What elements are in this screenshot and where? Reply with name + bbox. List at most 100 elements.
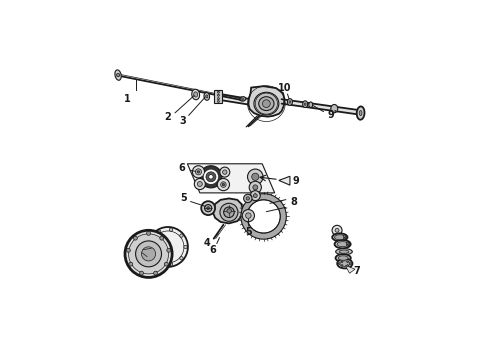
Circle shape bbox=[217, 179, 229, 191]
Ellipse shape bbox=[343, 237, 345, 240]
Ellipse shape bbox=[335, 240, 351, 248]
Polygon shape bbox=[213, 198, 243, 223]
Circle shape bbox=[150, 239, 153, 243]
Circle shape bbox=[136, 241, 162, 267]
Text: 9': 9' bbox=[327, 110, 337, 120]
Text: 7: 7 bbox=[353, 266, 360, 276]
Wedge shape bbox=[241, 194, 286, 239]
Circle shape bbox=[196, 169, 201, 175]
Circle shape bbox=[157, 230, 161, 233]
Circle shape bbox=[245, 213, 251, 219]
Circle shape bbox=[129, 262, 133, 266]
Circle shape bbox=[209, 175, 213, 179]
Circle shape bbox=[339, 263, 340, 264]
Polygon shape bbox=[282, 99, 356, 114]
Text: 4: 4 bbox=[204, 238, 211, 248]
Ellipse shape bbox=[347, 243, 349, 245]
Circle shape bbox=[157, 261, 161, 264]
Ellipse shape bbox=[289, 101, 291, 103]
Circle shape bbox=[140, 271, 144, 275]
Ellipse shape bbox=[335, 235, 345, 240]
Circle shape bbox=[148, 227, 188, 267]
Circle shape bbox=[128, 234, 169, 274]
Circle shape bbox=[250, 191, 260, 201]
Ellipse shape bbox=[218, 94, 220, 96]
Circle shape bbox=[227, 209, 231, 213]
Ellipse shape bbox=[357, 107, 365, 120]
Polygon shape bbox=[248, 86, 284, 117]
Ellipse shape bbox=[244, 194, 252, 203]
Text: 2: 2 bbox=[165, 112, 172, 122]
Circle shape bbox=[204, 204, 212, 212]
Ellipse shape bbox=[240, 97, 246, 101]
Circle shape bbox=[197, 171, 199, 173]
Circle shape bbox=[242, 210, 254, 222]
Circle shape bbox=[197, 181, 202, 186]
Ellipse shape bbox=[346, 244, 348, 246]
Text: 8: 8 bbox=[291, 197, 297, 207]
Circle shape bbox=[335, 228, 339, 232]
Text: 9: 9 bbox=[293, 176, 299, 186]
Circle shape bbox=[117, 73, 120, 77]
Ellipse shape bbox=[332, 233, 347, 241]
Ellipse shape bbox=[347, 243, 349, 246]
Ellipse shape bbox=[223, 207, 234, 217]
Circle shape bbox=[167, 248, 171, 252]
Circle shape bbox=[142, 247, 156, 261]
Circle shape bbox=[195, 179, 205, 190]
Polygon shape bbox=[279, 176, 290, 185]
Circle shape bbox=[180, 257, 183, 260]
Ellipse shape bbox=[218, 100, 220, 102]
Ellipse shape bbox=[206, 95, 208, 98]
Circle shape bbox=[341, 261, 343, 262]
Circle shape bbox=[125, 230, 172, 278]
Ellipse shape bbox=[204, 93, 210, 100]
Ellipse shape bbox=[331, 104, 338, 113]
Circle shape bbox=[347, 265, 348, 266]
Polygon shape bbox=[215, 93, 264, 107]
Circle shape bbox=[220, 182, 226, 187]
Ellipse shape bbox=[218, 91, 220, 93]
Ellipse shape bbox=[218, 98, 220, 100]
Ellipse shape bbox=[304, 103, 306, 105]
Ellipse shape bbox=[336, 254, 351, 262]
Ellipse shape bbox=[346, 242, 348, 244]
Ellipse shape bbox=[359, 111, 362, 116]
Circle shape bbox=[347, 261, 348, 262]
Text: 6: 6 bbox=[178, 163, 185, 174]
Circle shape bbox=[332, 225, 342, 235]
Polygon shape bbox=[187, 164, 275, 193]
Circle shape bbox=[164, 262, 168, 266]
Circle shape bbox=[154, 271, 157, 275]
Circle shape bbox=[341, 265, 343, 266]
Text: 5: 5 bbox=[180, 193, 187, 203]
Circle shape bbox=[184, 245, 187, 249]
Ellipse shape bbox=[339, 250, 349, 253]
Ellipse shape bbox=[288, 99, 293, 105]
Ellipse shape bbox=[337, 242, 348, 247]
Ellipse shape bbox=[303, 101, 308, 108]
Circle shape bbox=[147, 231, 150, 235]
Circle shape bbox=[222, 170, 227, 174]
Ellipse shape bbox=[259, 97, 274, 111]
Text: 10: 10 bbox=[278, 83, 291, 93]
Circle shape bbox=[180, 234, 183, 237]
Circle shape bbox=[150, 251, 153, 255]
Ellipse shape bbox=[254, 92, 279, 115]
Circle shape bbox=[170, 262, 172, 266]
Text: 1: 1 bbox=[124, 94, 131, 104]
Ellipse shape bbox=[344, 236, 346, 239]
Ellipse shape bbox=[343, 235, 345, 238]
Ellipse shape bbox=[336, 249, 352, 255]
Circle shape bbox=[200, 166, 222, 188]
Circle shape bbox=[253, 185, 258, 190]
Text: 6: 6 bbox=[210, 245, 216, 255]
Circle shape bbox=[222, 184, 224, 186]
Ellipse shape bbox=[115, 70, 121, 80]
Ellipse shape bbox=[338, 256, 348, 260]
Polygon shape bbox=[345, 266, 355, 273]
Circle shape bbox=[249, 181, 261, 193]
Circle shape bbox=[204, 170, 218, 184]
Circle shape bbox=[201, 201, 215, 215]
Circle shape bbox=[207, 207, 210, 210]
